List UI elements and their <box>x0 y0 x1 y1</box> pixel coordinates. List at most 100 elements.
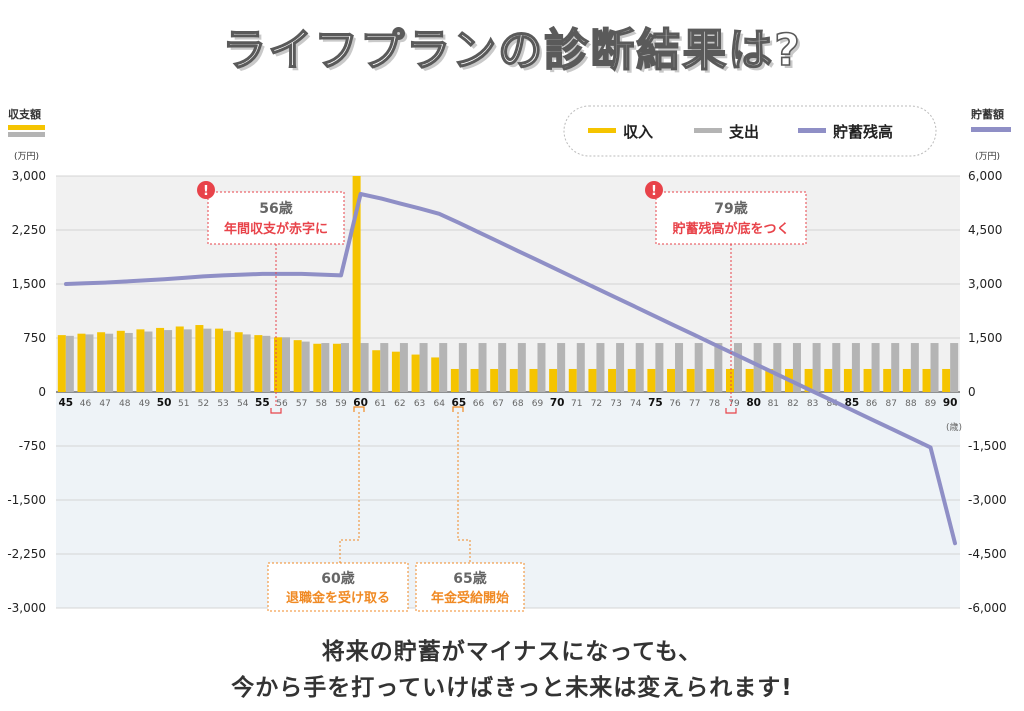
x-axis-ticks: 45 46 47 48 49 50 51 52 53 54 55 56 57 58 59 60 61 62 63 64… <box>59 397 958 409</box>
x-axis-tick-label: 53 <box>217 399 228 409</box>
x-axis-tick-label: 73 <box>610 399 621 409</box>
x-axis-tick-label: 50 <box>157 397 172 409</box>
income-bar <box>765 368 774 392</box>
expense-bar <box>380 343 389 392</box>
expense-bar <box>439 343 448 392</box>
x-axis-tick-label: 90 <box>943 397 958 409</box>
right-axis-tick-label: 3,000 <box>968 277 1002 291</box>
x-axis-tick-label: 80 <box>746 397 761 409</box>
expense-bar <box>596 343 605 392</box>
expense-bar <box>105 333 114 392</box>
x-axis-tick-label: 57 <box>296 399 307 409</box>
left-axis-tick-label: 2,250 <box>12 223 46 237</box>
callout-56-bracket <box>270 408 282 414</box>
expense-bar <box>576 343 585 392</box>
x-axis-tick-label: 69 <box>532 399 544 409</box>
x-axis-tick-label: 62 <box>394 399 405 409</box>
x-axis-tick-label: 56 <box>276 399 288 409</box>
legend-expense-swatch <box>694 128 722 133</box>
expense-bar <box>282 337 290 392</box>
expense-bar <box>164 330 173 392</box>
expense-bar <box>301 341 310 392</box>
callout-79-alert-icon <box>645 181 663 199</box>
left-axis-tick-label: 3,000 <box>12 169 46 183</box>
callout-65-text: 年金受給開始 <box>431 590 509 606</box>
callout-65-bracket <box>452 406 464 412</box>
income-bar <box>411 354 420 392</box>
callout-age-65: 65歳 年金受給開始 <box>415 406 525 612</box>
callout-56-box <box>207 191 345 245</box>
income-bar <box>843 368 852 392</box>
x-axis-tick-label: 74 <box>630 399 642 409</box>
callout-56-age: 56歳 <box>259 200 292 217</box>
callout-60-age: 60歳 <box>321 570 354 587</box>
expense-bar <box>321 343 330 392</box>
x-axis-tick-label: 89 <box>925 399 937 409</box>
x-axis-tick-label: 83 <box>807 399 818 409</box>
expense-bar <box>223 330 232 392</box>
income-bar <box>686 368 695 392</box>
x-axis-tick-label: 78 <box>709 399 721 409</box>
right-axis-tick-label: 0 <box>968 385 976 399</box>
callout-79-age: 79歳 <box>714 200 747 217</box>
x-axis-tick-label: 71 <box>571 399 582 409</box>
x-axis-tick-label: 75 <box>648 397 663 409</box>
right-axis-savings-swatch <box>971 127 1011 132</box>
x-axis-tick-label: 61 <box>375 399 386 409</box>
income-bar <box>922 368 931 392</box>
legend-income-swatch <box>588 128 616 133</box>
x-axis-tick-label: 54 <box>237 399 249 409</box>
callout-79-box <box>655 191 807 245</box>
income-bar <box>509 368 518 392</box>
income-bar <box>156 327 165 392</box>
callout-60-leader <box>339 412 360 563</box>
x-axis-tick-label: 70 <box>550 397 565 409</box>
x-axis-tick-label: 47 <box>99 399 110 409</box>
bars <box>57 176 959 392</box>
expense-bar <box>124 332 133 392</box>
income-bar <box>431 357 440 392</box>
expense-bar <box>183 329 192 392</box>
left-axis-tick-label: -2,250 <box>7 547 46 561</box>
income-bar <box>116 330 125 392</box>
x-axis-tick-label: 81 <box>768 399 779 409</box>
savings-balance-line <box>64 192 957 546</box>
expense-bar <box>537 343 546 392</box>
expense-bar <box>635 343 644 392</box>
right-axis-tick-label: -4,500 <box>968 547 1007 561</box>
callout-65-leader <box>457 412 471 563</box>
left-axis-ticks: 3,000 2,250 1,500 750 0 -750 -1,500 -2,250 -3,00… <box>7 169 46 615</box>
right-axis-title: 貯蓄額 <box>971 107 1004 121</box>
income-bar <box>568 368 577 392</box>
income-bar <box>97 332 106 392</box>
x-axis-tick-label: 60 <box>353 397 368 409</box>
expense-bar <box>203 328 212 392</box>
income-bar <box>293 340 302 392</box>
income-bar <box>234 332 243 392</box>
expense-bar <box>340 343 349 392</box>
income-bar <box>372 350 381 392</box>
left-axis-tick-label: -1,500 <box>7 493 46 507</box>
callout-65-box <box>415 562 525 612</box>
income-bar <box>745 368 754 392</box>
expense-bar <box>891 343 900 392</box>
x-axis-tick-label: 88 <box>905 399 917 409</box>
expense-bar <box>262 335 271 392</box>
expense-bar <box>144 331 153 392</box>
income-bar <box>588 368 597 392</box>
income-bar <box>883 368 892 392</box>
x-axis-tick-label: 65 <box>452 397 467 409</box>
left-axis-tick-label: 750 <box>23 331 46 345</box>
page-title: ライフプランの診断結果は? <box>221 24 802 77</box>
expense-bar <box>910 343 919 392</box>
right-axis-tick-label: -6,000 <box>968 601 1007 615</box>
callout-age-60: 60歳 退職金を受け取る <box>267 406 409 612</box>
right-axis-tick-label: -3,000 <box>968 493 1007 507</box>
left-axis-tick-label: 0 <box>38 385 46 399</box>
x-axis-tick-label: 84 <box>827 399 839 409</box>
right-axis-unit: (万円) <box>975 151 1000 162</box>
callout-age-79: ! 79歳 貯蓄残高が底をつく <box>645 181 807 414</box>
expense-bar <box>655 343 664 392</box>
income-bar <box>726 368 734 392</box>
legend-expense-label: 支出 <box>728 123 759 141</box>
